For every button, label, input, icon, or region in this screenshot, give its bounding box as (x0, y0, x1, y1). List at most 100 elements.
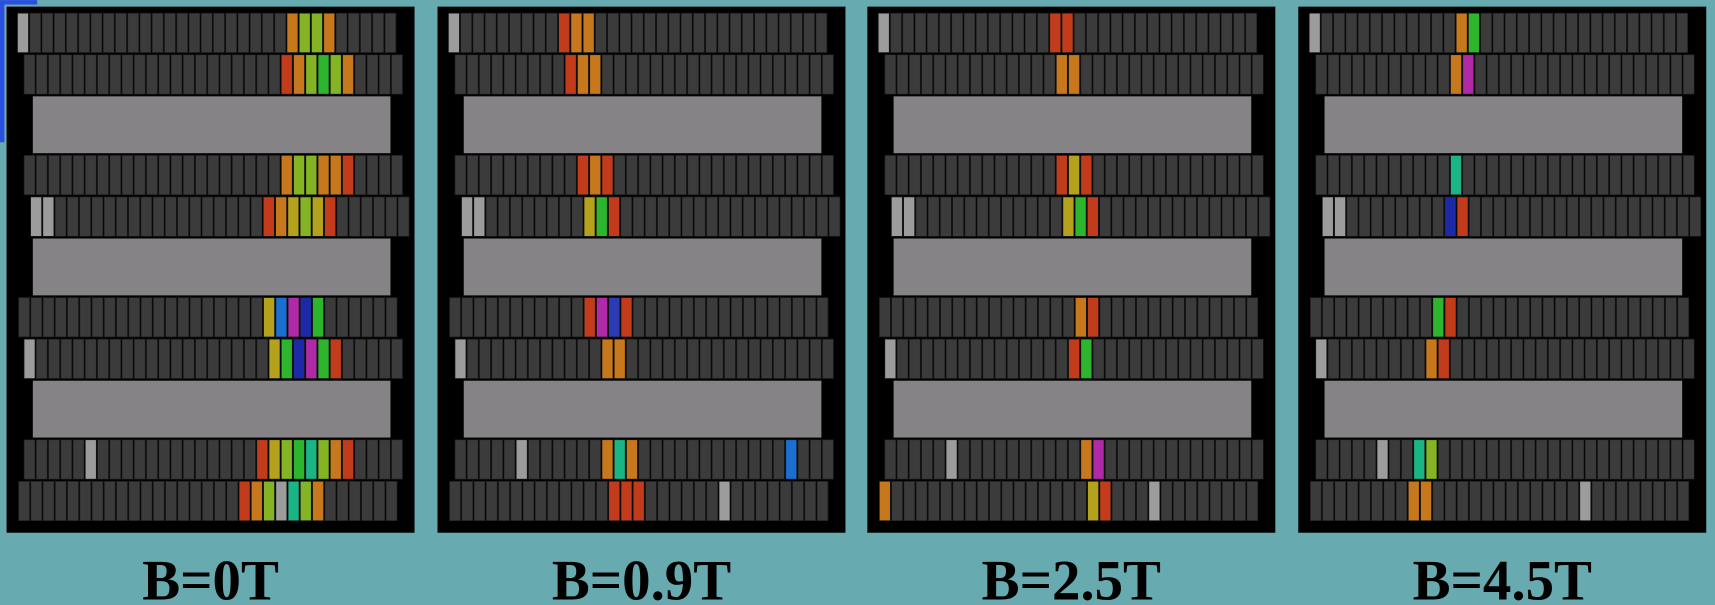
strip-cell (633, 481, 644, 520)
strip-cell (805, 481, 816, 520)
strip-cell (227, 481, 238, 520)
strip-cell (761, 440, 772, 479)
strip-cell (1069, 440, 1080, 479)
strip-cell (1652, 13, 1663, 52)
page: B=0TB=0.9TB=2.5TB=4.5T (() => { const da… (0, 0, 1715, 605)
strip-cell (1340, 440, 1351, 479)
strip-cell (706, 13, 717, 52)
strip-cell (779, 13, 790, 52)
strip-cell (1451, 155, 1462, 194)
strip-cell (1610, 155, 1621, 194)
strip-cell (294, 339, 305, 378)
strip-cell (68, 481, 79, 520)
strip-cell (1389, 440, 1400, 479)
strip-cell (1585, 155, 1596, 194)
strip-cell (565, 440, 576, 479)
strip-cell (922, 440, 933, 479)
gray-slab (33, 381, 391, 438)
strip-cell (232, 55, 243, 94)
strip-cell (1500, 155, 1511, 194)
strip-cell (1505, 13, 1516, 52)
strip-cell (1579, 13, 1590, 52)
strip-row (24, 339, 402, 378)
strip-cell (1007, 55, 1018, 94)
strip-cell (1487, 55, 1498, 94)
strip-cell (1617, 298, 1628, 337)
strip-cell (1659, 440, 1670, 479)
gray-slab (894, 239, 1252, 296)
strip-cell (1653, 481, 1664, 520)
strip-cell (903, 13, 914, 52)
strip-cell (1216, 55, 1227, 94)
strip-row (1316, 55, 1694, 94)
strip-cell (1179, 55, 1190, 94)
gray-slab (894, 381, 1252, 438)
strip-cell (1100, 197, 1111, 236)
strip-cell (1475, 55, 1486, 94)
strip-cell (670, 481, 681, 520)
strip-cell (743, 197, 754, 236)
strip-cell (718, 13, 729, 52)
strip-cell (1191, 155, 1202, 194)
strip-cell (755, 13, 766, 52)
strip-cell (983, 440, 994, 479)
strip-cell (946, 440, 957, 479)
strip-cell (386, 298, 397, 337)
strip-cell (1653, 298, 1664, 337)
strip-cell (492, 55, 503, 94)
strip-cell (553, 339, 564, 378)
strip-cell (147, 155, 158, 194)
strip-cell (1228, 55, 1239, 94)
strip-cell (774, 440, 785, 479)
strip-cell (774, 339, 785, 378)
strip-cell (1191, 55, 1202, 94)
strip-cell (189, 13, 200, 52)
strip-cell (1247, 481, 1258, 520)
strip-cell (1396, 197, 1407, 236)
strip-cell (300, 481, 311, 520)
strip-cell (1377, 55, 1388, 94)
strip-cell (177, 13, 188, 52)
strip-cell (1154, 155, 1165, 194)
strip-cell (461, 13, 472, 52)
strip-cell (1671, 55, 1682, 94)
strip-cell (276, 481, 287, 520)
strip-cell (1592, 298, 1603, 337)
strip-cell (990, 481, 1001, 520)
strip-cell (190, 298, 201, 337)
strip-cell (676, 440, 687, 479)
strip-cell (1328, 339, 1339, 378)
strip-cell (958, 339, 969, 378)
strip-cell (633, 298, 644, 337)
strip-cell (578, 440, 589, 479)
strip-cell (953, 197, 964, 236)
strip-cell (49, 339, 60, 378)
strip-cell (897, 55, 908, 94)
strip-cell (1056, 55, 1067, 94)
strip-cell (202, 298, 213, 337)
strip-cell (1634, 440, 1645, 479)
strip-cell (1536, 55, 1547, 94)
strip-cell (559, 13, 570, 52)
strip-cell (958, 155, 969, 194)
strip-cell (153, 298, 164, 337)
strip-cell (516, 155, 527, 194)
strip-cell (1683, 339, 1694, 378)
strip-cell (1531, 481, 1542, 520)
strip-cell (983, 155, 994, 194)
strip-row (1316, 339, 1694, 378)
gray-slab (464, 239, 822, 296)
strip-cell (30, 13, 41, 52)
strip-cell (1524, 440, 1535, 479)
strip-cell (749, 55, 760, 94)
strip-cell (349, 481, 360, 520)
strip-cell (1081, 440, 1092, 479)
strip-cell (1137, 298, 1148, 337)
strip-cell (1426, 339, 1437, 378)
strip-cell (1580, 481, 1591, 520)
strip-cell (1185, 197, 1196, 236)
strip-cell (1167, 440, 1178, 479)
strip-cell (1062, 13, 1073, 52)
strip-cell (767, 13, 778, 52)
strip-cell (1433, 197, 1444, 236)
